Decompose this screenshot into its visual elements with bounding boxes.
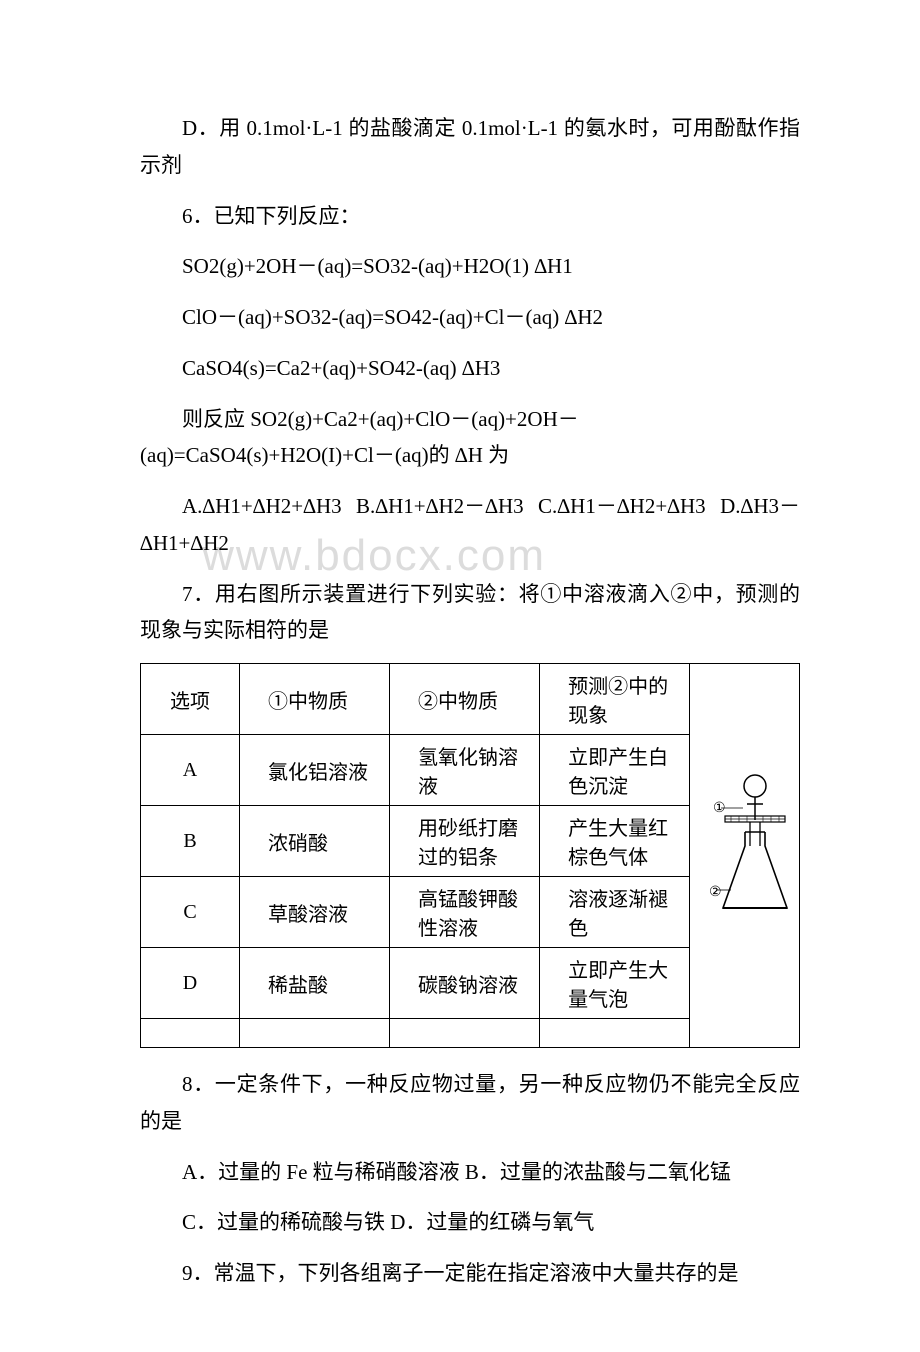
row-a-c1: 氯化铝溶液: [240, 735, 390, 806]
empty-cell: [390, 1019, 540, 1048]
question-6-options: A.∆H1+∆H2+∆H3 B.∆H1+∆H2－∆H3 C.∆H1－∆H2+∆H…: [140, 488, 800, 562]
question-8-stem: 8．一定条件下，一种反应物过量，另一种反应物仍不能完全反应的是: [140, 1066, 800, 1140]
row-c-c3: 溶液逐渐褪色: [540, 877, 690, 948]
row-d-opt: D: [141, 948, 240, 1019]
row-a-c2: 氢氧化钠溶液: [390, 735, 540, 806]
label-two: ②: [709, 885, 722, 900]
equation-1: SO2(g)+2OH－(aq)=SO32-(aq)+H2O(1) ∆H1: [140, 248, 800, 285]
equation-target-line1: 则反应 SO2(g)+Ca2+(aq)+ClO－(aq)+2OH－: [140, 401, 579, 438]
empty-cell: [540, 1019, 690, 1048]
question-7-stem: 7．用右图所示装置进行下列实验：将①中溶液滴入②中，预测的现象与实际相符的是: [140, 576, 800, 650]
equation-target: 则反应 SO2(g)+Ca2+(aq)+ClO－(aq)+2OH－ (aq)=C…: [140, 401, 800, 475]
header-col1: ①中物质: [240, 664, 390, 735]
row-c-c2: 高锰酸钾酸性溶液: [390, 877, 540, 948]
question-8-options-cd: C．过量的稀硫酸与铁 D．过量的红磷与氧气: [140, 1204, 800, 1241]
question-9-stem: 9．常温下，下列各组离子一定能在指定溶液中大量共存的是: [140, 1255, 800, 1292]
row-d-c2: 碳酸钠溶液: [390, 948, 540, 1019]
question-6-stem: 6．已知下列反应：: [140, 198, 800, 235]
header-option: 选项: [141, 664, 240, 735]
row-b-opt: B: [141, 806, 240, 877]
row-b-c2: 用砂纸打磨过的铝条: [390, 806, 540, 877]
question-8-options-ab: A．过量的 Fe 粒与稀硝酸溶液 B．过量的浓盐酸与二氧化锰: [140, 1154, 800, 1191]
row-c-opt: C: [141, 877, 240, 948]
equation-3: CaSO4(s)=Ca2+(aq)+SO42-(aq) ∆H3: [140, 350, 800, 387]
label-one: ①: [713, 801, 726, 816]
paragraph-option-d: D．用 0.1mol·L-1 的盐酸滴定 0.1mol·L-1 的氨水时，可用酚…: [140, 110, 800, 184]
row-d-c3: 立即产生大量气泡: [540, 948, 690, 1019]
empty-cell: [240, 1019, 390, 1048]
table-header-row: 选项 ①中物质 ②中物质 预测②中的现象: [141, 664, 800, 735]
row-b-c3: 产生大量红棕色气体: [540, 806, 690, 877]
apparatus-figure: ① ②: [695, 768, 795, 944]
apparatus-figure-cell: ① ②: [690, 664, 800, 1048]
row-a-opt: A: [141, 735, 240, 806]
row-b-c1: 浓硝酸: [240, 806, 390, 877]
row-d-c1: 稀盐酸: [240, 948, 390, 1019]
page-content: D．用 0.1mol·L-1 的盐酸滴定 0.1mol·L-1 的氨水时，可用酚…: [140, 110, 800, 1292]
experiment-table: 选项 ①中物质 ②中物质 预测②中的现象: [140, 663, 800, 1048]
header-col2: ②中物质: [390, 664, 540, 735]
header-col3: 预测②中的现象: [540, 664, 690, 735]
equation-2: ClO－(aq)+SO32-(aq)=SO42-(aq)+Cl－(aq) ∆H2: [140, 299, 800, 336]
empty-cell: [141, 1019, 240, 1048]
document-page: www.bdocx.com D．用 0.1mol·L-1 的盐酸滴定 0.1mo…: [0, 0, 920, 1352]
equation-target-line2: (aq)=CaSO4(s)+H2O(I)+Cl－(aq)的 ∆H 为: [140, 443, 509, 467]
row-a-c3: 立即产生白色沉淀: [540, 735, 690, 806]
row-c-c1: 草酸溶液: [240, 877, 390, 948]
